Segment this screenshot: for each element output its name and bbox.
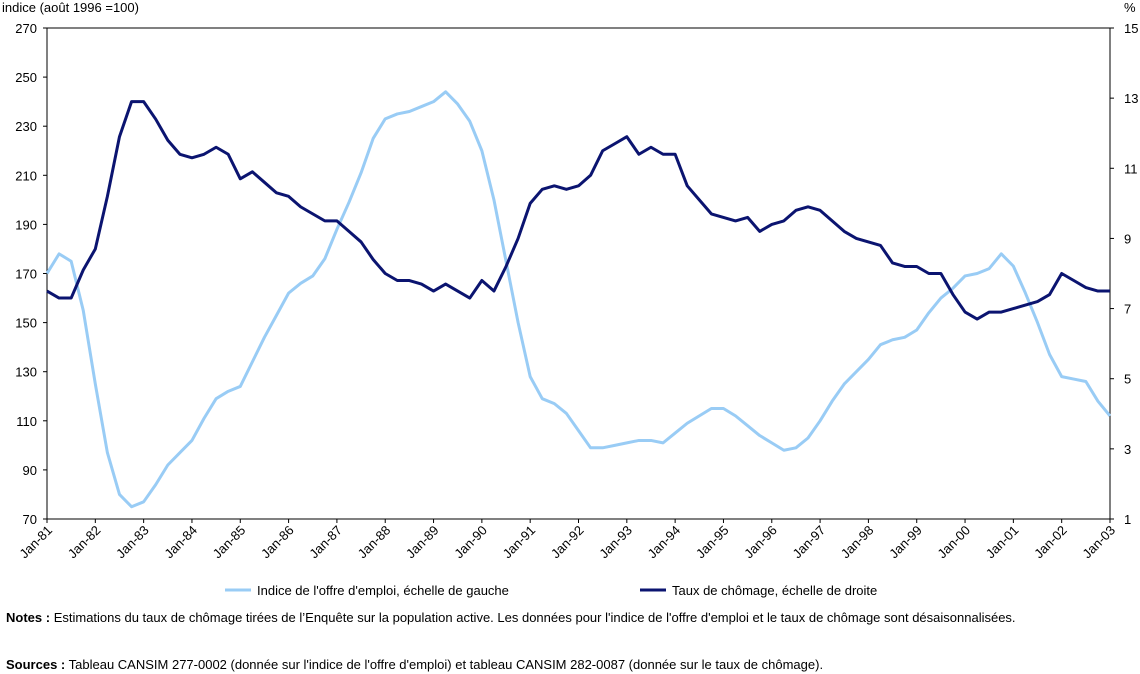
x-tick-label: Jan-96 [741,523,780,562]
y2-tick-label: 1 [1124,512,1131,527]
y2-tick-label: 11 [1124,161,1138,176]
x-tick-label: Jan-02 [1031,523,1070,562]
y-tick-label: 70 [23,512,37,527]
legend-label: Taux de chômage, échelle de droite [672,583,877,598]
y-tick-label: 170 [15,267,37,282]
x-tick-label: Jan-93 [596,523,635,562]
x-tick-label: Jan-00 [934,523,973,562]
x-tick-label: Jan-81 [16,523,55,562]
x-tick-label: Jan-01 [983,523,1022,562]
x-tick-label: Jan-88 [355,523,394,562]
y2-tick-label: 9 [1124,231,1131,246]
y-tick-label: 230 [15,119,37,134]
y-tick-label: 90 [23,463,37,478]
x-tick-label: Jan-82 [65,523,104,562]
x-tick-label: Jan-98 [838,523,877,562]
x-tick-label: Jan-97 [789,523,828,562]
x-tick-label: Jan-85 [210,523,249,562]
y-tick-label: 210 [15,168,37,183]
chart: indice (août 1996 =100) % 70 90 110 130 150 1… [2,0,1138,598]
y2-tick-label: 15 [1124,21,1138,36]
y2-tick-label: 13 [1124,91,1138,106]
y-tick-label: 270 [15,21,37,36]
y2-axis-label: % [1124,0,1136,15]
x-tick-label: Jan-86 [258,523,297,562]
x-tick-label: Jan-91 [500,523,539,562]
y2-tick-label: 3 [1124,442,1131,457]
y-axis-label: indice (août 1996 =100) [2,0,139,15]
x-tick-label: Jan-99 [886,523,925,562]
y-tick-label: 150 [15,316,37,331]
x-tick-label: Jan-87 [306,523,345,562]
x-tick-label: Jan-90 [451,523,490,562]
notes: Notes : Estimations du taux de chômage t… [6,610,1116,626]
x-tick-label: Jan-89 [403,523,442,562]
series-line [46,100,1110,321]
plot-frame [46,27,1111,520]
y-tick-label: 110 [16,414,37,429]
y2-tick-label: 7 [1124,302,1131,317]
y-tick-label: 130 [15,365,37,380]
y-tick-label: 190 [15,217,37,232]
x-tick-label: Jan-84 [161,523,200,562]
x-tick-label: Jan-92 [548,523,587,562]
x-tick-label: Jan-94 [645,523,684,562]
series-line [45,90,1112,509]
legend-label: Indice de l'offre d'emploi, échelle de g… [257,583,509,598]
x-tick-label: Jan-03 [1079,523,1118,562]
y-tick-label: 250 [15,70,37,85]
notes-label: Notes : [6,610,51,625]
y2-tick-label: 5 [1124,372,1131,387]
sources: Sources : Tableau CANSIM 277-0002 (donné… [6,657,1116,673]
sources-text: Tableau CANSIM 277-0002 (donnée sur l'in… [68,657,824,672]
x-tick-label: Jan-95 [693,523,732,562]
x-tick-label: Jan-83 [113,523,152,562]
notes-text: Estimations du taux de chômage tirées de… [53,610,1016,625]
sources-label: Sources : [6,657,66,672]
